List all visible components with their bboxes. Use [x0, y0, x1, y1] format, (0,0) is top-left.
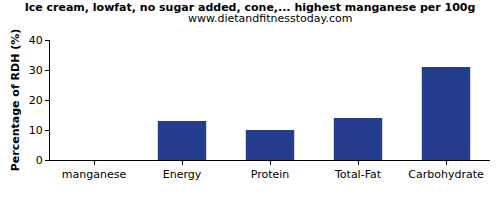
svg-text:www.dietandfitnesstoday.com: www.dietandfitnesstoday.com [188, 12, 352, 25]
svg-text:20: 20 [29, 94, 43, 107]
svg-text:30: 30 [29, 64, 43, 77]
svg-text:Energy: Energy [163, 168, 202, 181]
svg-text:manganese: manganese [62, 168, 127, 181]
svg-text:0: 0 [36, 154, 43, 167]
svg-text:40: 40 [29, 34, 43, 47]
svg-text:Percentage of RDH (%): Percentage of RDH (%) [9, 29, 22, 172]
svg-text:Protein: Protein [251, 168, 290, 181]
svg-text:Carbohydrate: Carbohydrate [408, 168, 484, 181]
svg-text:Ice cream, lowfat, no sugar ad: Ice cream, lowfat, no sugar added, cone,… [25, 1, 476, 14]
svg-text:10: 10 [29, 124, 43, 137]
svg-text:Total-Fat: Total-Fat [334, 168, 382, 181]
